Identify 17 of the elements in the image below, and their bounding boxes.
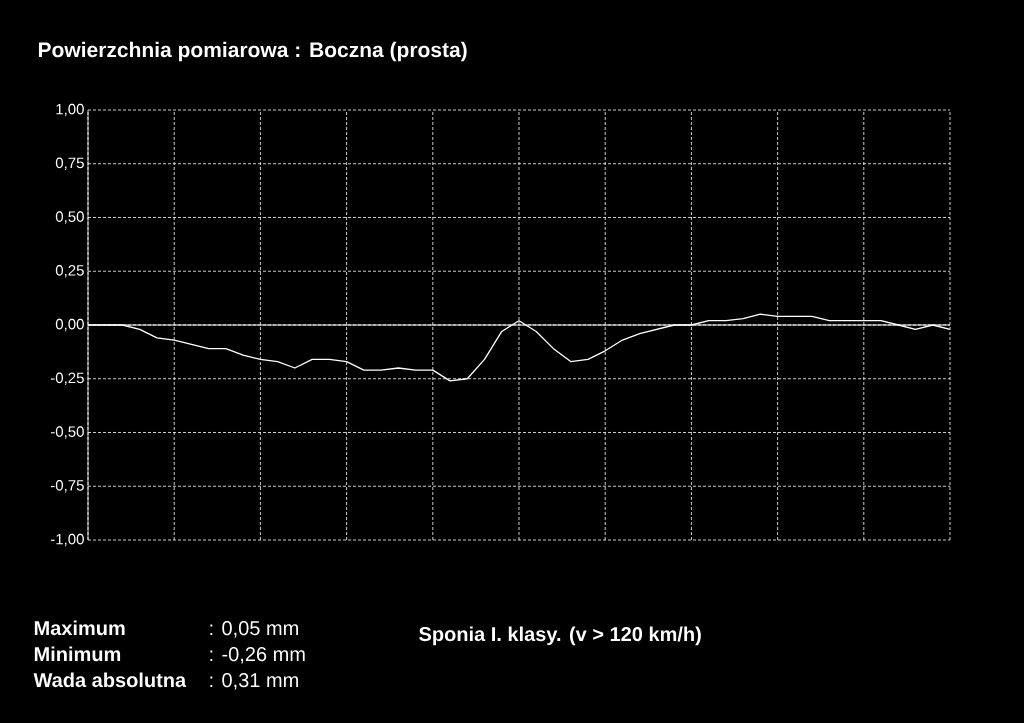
chart-title: Powierzchnia pomiarowa : Boczna (prosta) <box>38 41 467 62</box>
y-tick-label: -0,50 <box>50 426 84 439</box>
text: : 0,31 mm <box>210 673 298 690</box>
text: : -0,26 mm <box>210 647 305 664</box>
text: Sponia I. klasy. (v > 120 km/h) <box>419 626 701 646</box>
y-tick-label: 1,00 <box>56 103 84 117</box>
y-tick-label: -1,00 <box>50 533 84 547</box>
text: : 0,05 mm <box>210 621 298 638</box>
y-tick-label: 0,25 <box>55 265 84 278</box>
y-tick-label: -0,25 <box>50 372 84 385</box>
y-tick-label: -0,75 <box>50 480 84 493</box>
y-tick-label: 0,50 <box>55 211 84 224</box>
text: Minimum <box>34 646 121 662</box>
y-tick-label: 0,75 <box>55 157 84 170</box>
y-tick-label: 0,00 <box>55 318 84 332</box>
text: Maximum <box>34 620 125 636</box>
text: Wada absolutna <box>33 672 187 688</box>
